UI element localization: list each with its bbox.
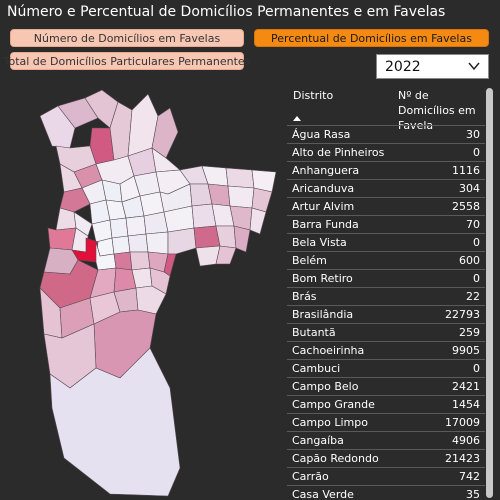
- map-district: [249, 207, 267, 235]
- page-title: Número e Percentual de Domicílios Perman…: [7, 4, 446, 20]
- map-district: [225, 167, 255, 189]
- year-dropdown[interactable]: 2022: [376, 54, 489, 79]
- district-name: Artur Alvim: [292, 200, 355, 213]
- table-row[interactable]: Alto de Pinheiros 0: [287, 143, 485, 161]
- table-body: Água Rasa 30 Alto de Pinheiros 0 Anhanguera 1…: [287, 125, 485, 500]
- district-value: 2558: [452, 200, 480, 213]
- table-row[interactable]: Cangaíba 4906: [287, 431, 485, 449]
- district-value: 304: [459, 182, 480, 195]
- map-district: [113, 251, 133, 271]
- sort-ascending-icon[interactable]: [293, 116, 301, 121]
- district-value: 22: [466, 290, 480, 303]
- district-name: Anhanguera: [292, 164, 360, 177]
- district-name: Barra Funda: [292, 218, 359, 231]
- district-name: Carrão: [292, 470, 329, 483]
- district-value: 35: [466, 488, 480, 500]
- map-district: [47, 227, 77, 251]
- district-value: 0: [473, 272, 480, 285]
- map-district: [193, 225, 221, 249]
- district-name: Aricanduva: [292, 182, 355, 195]
- table-row[interactable]: Belém 600: [287, 251, 485, 269]
- table-row[interactable]: Casa Verde 35: [287, 485, 485, 500]
- district-name: Campo Limpo: [292, 416, 368, 429]
- district-value: 17009: [445, 416, 480, 429]
- percentual-domicilios-button[interactable]: Percentual de Domicílios em Favelas: [254, 29, 489, 47]
- map-district: [49, 347, 181, 497]
- chevron-down-icon: [468, 62, 480, 71]
- total-domicilios-button[interactable]: Total de Domicílios Particulares Permane…: [4, 52, 250, 70]
- table-row[interactable]: Carrão 742: [287, 467, 485, 485]
- district-value: 742: [459, 470, 480, 483]
- district-value: 1116: [452, 164, 480, 177]
- column-header-distrito[interactable]: Distrito: [293, 89, 334, 102]
- district-name: Belém: [292, 254, 327, 267]
- district-name: Alto de Pinheiros: [292, 146, 385, 159]
- table-row[interactable]: Campo Limpo 17009: [287, 413, 485, 431]
- district-name: Campo Grande: [292, 398, 375, 411]
- table-row[interactable]: Bom Retiro 0: [287, 269, 485, 287]
- district-value: 259: [459, 326, 480, 339]
- district-value: 4906: [452, 434, 480, 447]
- map-district: [135, 285, 167, 315]
- table-row[interactable]: Brasilândia 22793: [287, 305, 485, 323]
- map-district: [59, 187, 91, 213]
- district-map[interactable]: [30, 88, 280, 498]
- district-value: 1454: [452, 398, 480, 411]
- district-value: 600: [459, 254, 480, 267]
- district-name: Butantã: [292, 326, 336, 339]
- district-value: 9905: [452, 344, 480, 357]
- table-row[interactable]: Bela Vista 0: [287, 233, 485, 251]
- district-value: 2421: [452, 380, 480, 393]
- district-name: Brasilândia: [292, 308, 354, 321]
- table-row[interactable]: Brás 22: [287, 287, 485, 305]
- table-row[interactable]: Campo Belo 2421: [287, 377, 485, 395]
- districts-table: Distrito Nº de Domicílios em Favela Água…: [287, 86, 485, 500]
- district-name: Bom Retiro: [292, 272, 353, 285]
- table-row[interactable]: Água Rasa 30: [287, 125, 485, 143]
- table-row[interactable]: Aricanduva 304: [287, 179, 485, 197]
- table-scrollbar[interactable]: [486, 88, 493, 498]
- map-district: [111, 235, 131, 255]
- map-district: [127, 233, 149, 253]
- map-district: [151, 107, 179, 159]
- district-value: 30: [466, 128, 480, 141]
- table-row[interactable]: Artur Alvim 2558: [287, 197, 485, 215]
- district-name: Capão Redondo: [292, 452, 379, 465]
- district-name: Água Rasa: [292, 128, 351, 141]
- map-district: [167, 227, 197, 255]
- year-value: 2022: [385, 58, 421, 75]
- table-row[interactable]: Barra Funda 70: [287, 215, 485, 233]
- district-value: 0: [473, 236, 480, 249]
- district-name: Cangaíba: [292, 434, 344, 447]
- map-district: [233, 225, 251, 253]
- map-district: [251, 187, 273, 213]
- table-row[interactable]: Capão Redondo 21423: [287, 449, 485, 467]
- district-name: Bela Vista: [292, 236, 347, 249]
- table-row[interactable]: Cambuci 0: [287, 359, 485, 377]
- map-district: [139, 191, 165, 217]
- numero-domicilios-button[interactable]: Número de Domicílios em Favelas: [10, 29, 244, 47]
- map-district: [39, 105, 76, 149]
- map-district: [227, 185, 255, 209]
- district-name: Campo Belo: [292, 380, 359, 393]
- table-row[interactable]: Campo Grande 1454: [287, 395, 485, 413]
- district-name: Brás: [292, 290, 317, 303]
- table-row[interactable]: Anhanguera 1116: [287, 161, 485, 179]
- district-value: 70: [466, 218, 480, 231]
- district-value: 21423: [445, 452, 480, 465]
- map-district: [109, 217, 129, 239]
- table-row[interactable]: Cachoeirinha 9905: [287, 341, 485, 359]
- table-row[interactable]: Butantã 259: [287, 323, 485, 341]
- district-name: Cachoeirinha: [292, 344, 365, 357]
- district-name: Cambuci: [292, 362, 341, 375]
- map-district: [129, 251, 151, 271]
- district-name: Casa Verde: [292, 488, 354, 500]
- map-district: [215, 245, 237, 265]
- map-district: [125, 215, 147, 237]
- district-value: 0: [473, 146, 480, 159]
- map-district: [145, 231, 169, 255]
- district-value: 0: [473, 362, 480, 375]
- district-value: 22793: [445, 308, 480, 321]
